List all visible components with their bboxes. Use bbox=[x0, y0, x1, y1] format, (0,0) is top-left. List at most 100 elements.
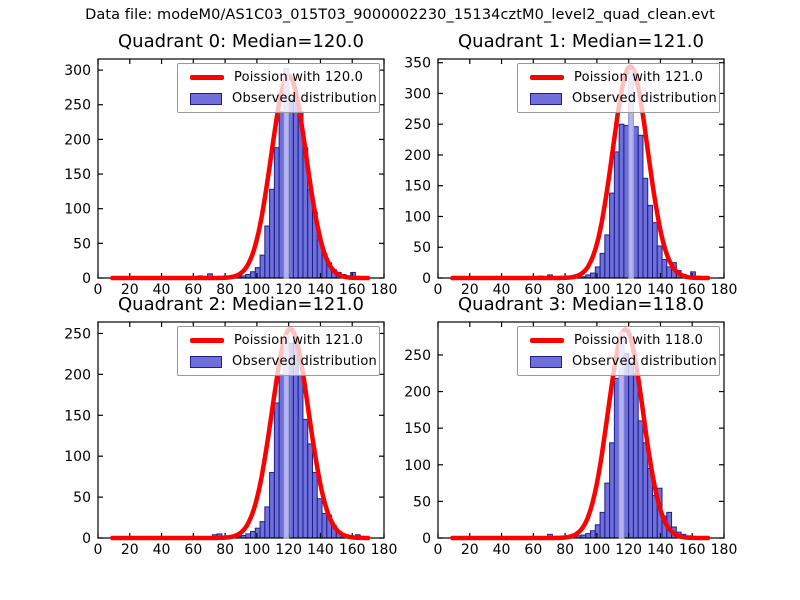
svg-text:200: 200 bbox=[404, 385, 431, 401]
svg-text:150: 150 bbox=[404, 421, 431, 437]
legend-bar-swatch bbox=[530, 92, 563, 105]
legend-row-fit: Poission with 121.0 bbox=[178, 331, 377, 351]
legend-line-label: Poission with 118.0 bbox=[574, 333, 704, 348]
svg-text:80: 80 bbox=[556, 542, 574, 558]
svg-text:180: 180 bbox=[711, 542, 738, 558]
legend-row-observed: Observed distribution bbox=[178, 352, 377, 372]
svg-text:100: 100 bbox=[404, 209, 431, 225]
svg-text:60: 60 bbox=[524, 542, 542, 558]
svg-text:0: 0 bbox=[434, 282, 443, 298]
svg-text:140: 140 bbox=[307, 542, 334, 558]
svg-text:300: 300 bbox=[64, 63, 91, 79]
svg-text:160: 160 bbox=[679, 282, 706, 298]
legend-bar-label: Observed distribution bbox=[572, 91, 717, 106]
svg-text:50: 50 bbox=[73, 236, 91, 252]
legend-row-observed: Observed distribution bbox=[178, 89, 377, 109]
legend-line-swatch bbox=[530, 75, 564, 80]
plot-title-q2: Quadrant 2: Median=121.0 bbox=[118, 294, 364, 315]
svg-text:200: 200 bbox=[404, 148, 431, 164]
svg-text:150: 150 bbox=[404, 179, 431, 195]
svg-text:100: 100 bbox=[244, 542, 271, 558]
subplot-quadrant-0: Quadrant 0: Median=120.0 0 20 40 60 80 100 120… bbox=[28, 31, 400, 318]
legend-line-swatch bbox=[190, 75, 224, 80]
svg-text:60: 60 bbox=[184, 282, 202, 298]
svg-text:120: 120 bbox=[275, 282, 302, 298]
svg-text:20: 20 bbox=[121, 282, 139, 298]
svg-text:180: 180 bbox=[711, 282, 738, 298]
legend-q3: Poission with 118.0 Observed distributio… bbox=[517, 326, 720, 376]
svg-text:0: 0 bbox=[82, 531, 91, 547]
figure-title: Data file: modeM0/AS1C03_015T03_90000022… bbox=[85, 7, 715, 23]
svg-text:0: 0 bbox=[422, 531, 431, 547]
subplot-quadrant-2: Quadrant 2: Median=121.0 0 20 40 60 80 100 120… bbox=[28, 294, 400, 578]
svg-text:60: 60 bbox=[184, 542, 202, 558]
svg-text:250: 250 bbox=[404, 117, 431, 133]
svg-text:100: 100 bbox=[404, 458, 431, 474]
legend-bar-swatch bbox=[190, 355, 223, 368]
legend-line-label: Poission with 120.0 bbox=[234, 70, 364, 85]
svg-text:100: 100 bbox=[64, 449, 91, 465]
svg-text:250: 250 bbox=[64, 326, 91, 342]
svg-text:140: 140 bbox=[307, 282, 334, 298]
svg-text:120: 120 bbox=[615, 282, 642, 298]
svg-text:350: 350 bbox=[404, 56, 431, 72]
svg-text:80: 80 bbox=[216, 542, 234, 558]
svg-text:40: 40 bbox=[153, 282, 171, 298]
svg-text:120: 120 bbox=[615, 542, 642, 558]
svg-text:0: 0 bbox=[94, 542, 103, 558]
legend-row-fit: Poission with 120.0 bbox=[178, 68, 377, 88]
svg-text:180: 180 bbox=[371, 542, 398, 558]
svg-text:200: 200 bbox=[64, 132, 91, 148]
svg-text:100: 100 bbox=[244, 282, 271, 298]
plot-title-q0: Quadrant 0: Median=120.0 bbox=[118, 31, 364, 52]
svg-text:80: 80 bbox=[556, 282, 574, 298]
svg-text:0: 0 bbox=[94, 282, 103, 298]
histogram-plot-q1: 0 20 40 60 80 100 120 140 160 1800501001502002503… bbox=[404, 56, 738, 298]
legend-line-label: Poission with 121.0 bbox=[234, 333, 364, 348]
svg-text:150: 150 bbox=[64, 167, 91, 183]
svg-text:250: 250 bbox=[404, 348, 431, 364]
plot-title-q1: Quadrant 1: Median=121.0 bbox=[458, 31, 704, 52]
legend-q1: Poission with 121.0 Observed distributio… bbox=[517, 63, 720, 113]
plot-title-q3: Quadrant 3: Median=118.0 bbox=[458, 294, 704, 315]
subplot-quadrant-1: Quadrant 1: Median=121.0 0 20 40 60 80 100 120… bbox=[368, 31, 740, 318]
svg-text:160: 160 bbox=[339, 282, 366, 298]
svg-text:200: 200 bbox=[64, 367, 91, 383]
svg-text:140: 140 bbox=[647, 282, 674, 298]
legend-bar-label: Observed distribution bbox=[232, 91, 377, 106]
legend-bar-label: Observed distribution bbox=[572, 354, 717, 369]
legend-line-swatch bbox=[190, 338, 224, 343]
svg-text:140: 140 bbox=[647, 542, 674, 558]
legend-line-label: Poission with 121.0 bbox=[574, 70, 704, 85]
legend-bar-swatch bbox=[530, 355, 563, 368]
svg-text:50: 50 bbox=[413, 240, 431, 256]
legend-row-fit: Poission with 121.0 bbox=[518, 68, 717, 88]
svg-text:0: 0 bbox=[422, 271, 431, 287]
svg-text:100: 100 bbox=[584, 542, 611, 558]
svg-text:40: 40 bbox=[493, 282, 511, 298]
legend-bar-swatch bbox=[190, 92, 223, 105]
svg-text:100: 100 bbox=[584, 282, 611, 298]
svg-text:120: 120 bbox=[275, 542, 302, 558]
svg-text:40: 40 bbox=[153, 542, 171, 558]
svg-text:50: 50 bbox=[73, 490, 91, 506]
legend-q2: Poission with 121.0 Observed distributio… bbox=[177, 326, 380, 376]
svg-text:100: 100 bbox=[64, 202, 91, 218]
legend-row-observed: Observed distribution bbox=[518, 352, 717, 372]
svg-text:150: 150 bbox=[64, 408, 91, 424]
svg-text:160: 160 bbox=[679, 542, 706, 558]
svg-text:0: 0 bbox=[82, 271, 91, 287]
legend-row-fit: Poission with 118.0 bbox=[518, 331, 717, 351]
svg-text:0: 0 bbox=[434, 542, 443, 558]
svg-text:20: 20 bbox=[461, 542, 479, 558]
legend-bar-label: Observed distribution bbox=[232, 354, 377, 369]
svg-text:20: 20 bbox=[121, 542, 139, 558]
legend-q0: Poission with 120.0 Observed distributio… bbox=[177, 63, 380, 113]
svg-text:300: 300 bbox=[404, 86, 431, 102]
svg-text:80: 80 bbox=[216, 282, 234, 298]
subplot-quadrant-3: Quadrant 3: Median=118.0 0 20 40 60 80 100 120… bbox=[368, 294, 740, 578]
legend-line-swatch bbox=[530, 338, 564, 343]
